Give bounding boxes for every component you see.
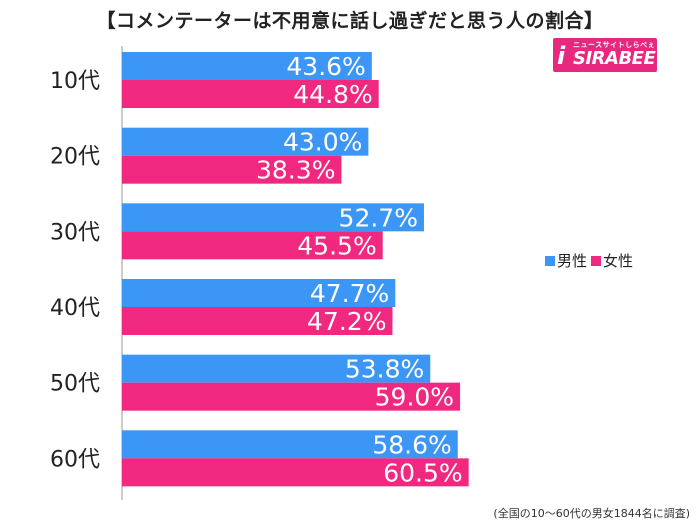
data-label-female: 60.5% (383, 458, 462, 487)
category-label: 10代 (50, 69, 100, 94)
sirabee-logo: i ニュースサイトしらべぇ SIRABEE (553, 38, 657, 72)
bar-male (122, 354, 431, 383)
data-label-male: 43.6% (286, 52, 365, 81)
data-label-male: 43.0% (283, 128, 362, 157)
logo-wordmark: SIRABEE (573, 48, 656, 69)
bar-female (122, 382, 461, 411)
category-label: 20代 (50, 145, 100, 170)
bar-male (122, 279, 396, 307)
legend-item-female: 女性 (591, 250, 633, 271)
logo-subtitle: ニュースサイトしらべぇ (573, 41, 656, 49)
data-label-male: 52.7% (339, 203, 418, 232)
chart-title: 【コメンテーターは不用意に話し過ぎだと思う人の割合】 (96, 10, 604, 32)
bar-female (122, 80, 379, 108)
legend-swatch-male (545, 255, 555, 266)
category-label: 30代 (50, 220, 100, 245)
bar-female (122, 307, 393, 335)
bar-male (122, 127, 369, 156)
data-label-male: 58.6% (372, 430, 451, 459)
category-label: 60代 (50, 447, 100, 472)
bar-female (122, 458, 469, 487)
bar-male (122, 203, 424, 232)
category-label: 40代 (50, 296, 100, 321)
data-label-female: 44.8% (293, 80, 372, 109)
legend-label-male: 男性 (557, 252, 588, 270)
bar-male (122, 52, 372, 80)
legend-label-female: 女性 (603, 252, 634, 270)
legend-item-male: 男性 (545, 250, 587, 271)
data-label-female: 47.2% (307, 307, 386, 336)
legend-swatch-female (591, 255, 602, 266)
bar-female (122, 231, 383, 260)
data-label-male: 47.7% (310, 279, 389, 308)
data-label-female: 59.0% (375, 383, 454, 412)
data-label-female: 45.5% (297, 231, 376, 260)
logo-mark: i (557, 42, 566, 70)
footnote: (全国の10〜60代の男女1844名に調査) (493, 507, 690, 520)
bar-female (122, 155, 342, 184)
bar-male (122, 430, 458, 459)
category-label: 50代 (50, 372, 100, 397)
data-label-male: 53.8% (345, 355, 424, 384)
data-label-female: 38.3% (256, 156, 335, 185)
legend: 男性 女性 (541, 248, 638, 273)
